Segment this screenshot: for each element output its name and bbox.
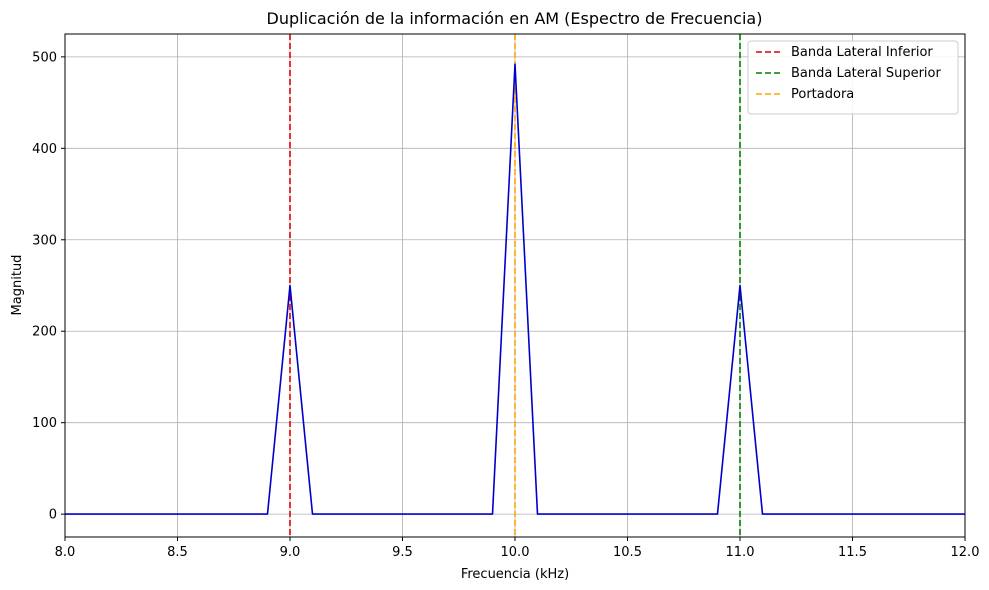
x-tick-label: 11.5 — [838, 545, 867, 560]
x-tick-label: 11.0 — [726, 545, 755, 560]
y-axis-ticks: 0 100 200 300 400 500 — [32, 50, 65, 523]
legend-label: Banda Lateral Inferior — [791, 45, 933, 60]
legend-label: Portadora — [791, 87, 854, 102]
x-tick-label: 10.5 — [613, 545, 642, 560]
x-tick-label: 12.0 — [951, 545, 980, 560]
y-tick-label: 500 — [32, 50, 57, 65]
x-axis-title: Frecuencia (kHz) — [461, 567, 569, 582]
legend-label: Banda Lateral Superior — [791, 66, 941, 81]
y-tick-label: 0 — [49, 508, 57, 523]
x-tick-label: 10.0 — [501, 545, 530, 560]
x-tick-label: 8.0 — [55, 545, 76, 560]
y-axis-title: Magnitud — [10, 255, 25, 316]
reference-lines — [289, 34, 741, 537]
y-tick-label: 100 — [32, 416, 57, 431]
y-tick-label: 200 — [32, 325, 57, 340]
x-tick-label: 9.5 — [392, 545, 413, 560]
spectrum-line — [65, 63, 965, 515]
y-tick-label: 400 — [32, 142, 57, 157]
x-axis-ticks: 8.0 8.5 9.0 9.5 10.0 10.5 11.0 11.5 12.0 — [55, 537, 980, 560]
legend-box — [747, 40, 959, 115]
legend: Banda Lateral Inferior Banda Lateral Supe… — [747, 40, 959, 115]
x-tick-label: 8.5 — [167, 545, 188, 560]
y-tick-label: 300 — [32, 233, 57, 248]
series-lines — [65, 63, 965, 515]
x-tick-label: 9.0 — [280, 545, 301, 560]
chart-title: Duplicación de la información en AM (Esp… — [267, 9, 763, 28]
